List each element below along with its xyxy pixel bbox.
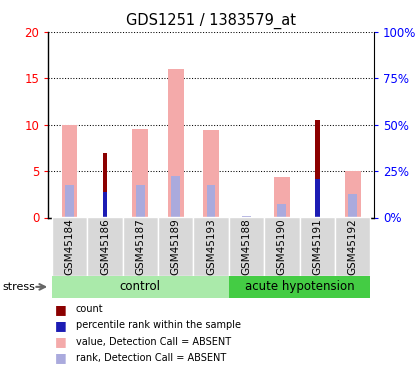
Bar — [203, 130, 219, 218]
Bar — [168, 69, 184, 218]
Text: GSM45184: GSM45184 — [65, 218, 74, 275]
Text: ■: ■ — [55, 335, 66, 348]
Text: GSM45187: GSM45187 — [135, 218, 145, 275]
Title: GDS1251 / 1383579_at: GDS1251 / 1383579_at — [126, 13, 296, 29]
Bar — [102, 153, 107, 218]
Bar — [207, 185, 215, 218]
FancyBboxPatch shape — [299, 217, 335, 276]
Text: ■: ■ — [55, 303, 66, 316]
Text: ■: ■ — [55, 351, 66, 364]
FancyBboxPatch shape — [52, 217, 87, 276]
Text: acute hypotension: acute hypotension — [245, 280, 354, 293]
Text: value, Detection Call = ABSENT: value, Detection Call = ABSENT — [76, 337, 231, 346]
FancyBboxPatch shape — [229, 217, 264, 276]
Bar — [102, 192, 107, 217]
Bar — [274, 177, 290, 218]
Text: percentile rank within the sample: percentile rank within the sample — [76, 321, 241, 330]
FancyBboxPatch shape — [229, 276, 370, 298]
Text: stress: stress — [2, 282, 35, 292]
Text: count: count — [76, 304, 103, 314]
Text: GSM45188: GSM45188 — [241, 218, 252, 275]
Text: GSM45191: GSM45191 — [312, 218, 322, 275]
Bar — [136, 185, 144, 218]
Text: GSM45192: GSM45192 — [348, 218, 357, 275]
FancyBboxPatch shape — [87, 217, 123, 276]
Text: ■: ■ — [55, 319, 66, 332]
FancyBboxPatch shape — [123, 217, 158, 276]
Bar — [132, 129, 148, 218]
Bar — [345, 171, 360, 217]
FancyBboxPatch shape — [264, 217, 299, 276]
Text: GSM45189: GSM45189 — [171, 218, 181, 275]
Text: GSM45190: GSM45190 — [277, 218, 287, 275]
FancyBboxPatch shape — [158, 217, 193, 276]
Bar — [65, 185, 74, 218]
Bar — [315, 178, 320, 218]
Bar — [62, 124, 77, 217]
Bar — [348, 194, 357, 217]
FancyBboxPatch shape — [335, 217, 370, 276]
Bar — [242, 216, 251, 217]
Text: control: control — [120, 280, 161, 293]
Bar — [278, 204, 286, 218]
Text: GSM45186: GSM45186 — [100, 218, 110, 275]
FancyBboxPatch shape — [193, 217, 229, 276]
Bar — [171, 176, 180, 218]
FancyBboxPatch shape — [52, 276, 229, 298]
Bar — [315, 120, 320, 218]
Text: rank, Detection Call = ABSENT: rank, Detection Call = ABSENT — [76, 353, 226, 363]
Text: GSM45193: GSM45193 — [206, 218, 216, 275]
